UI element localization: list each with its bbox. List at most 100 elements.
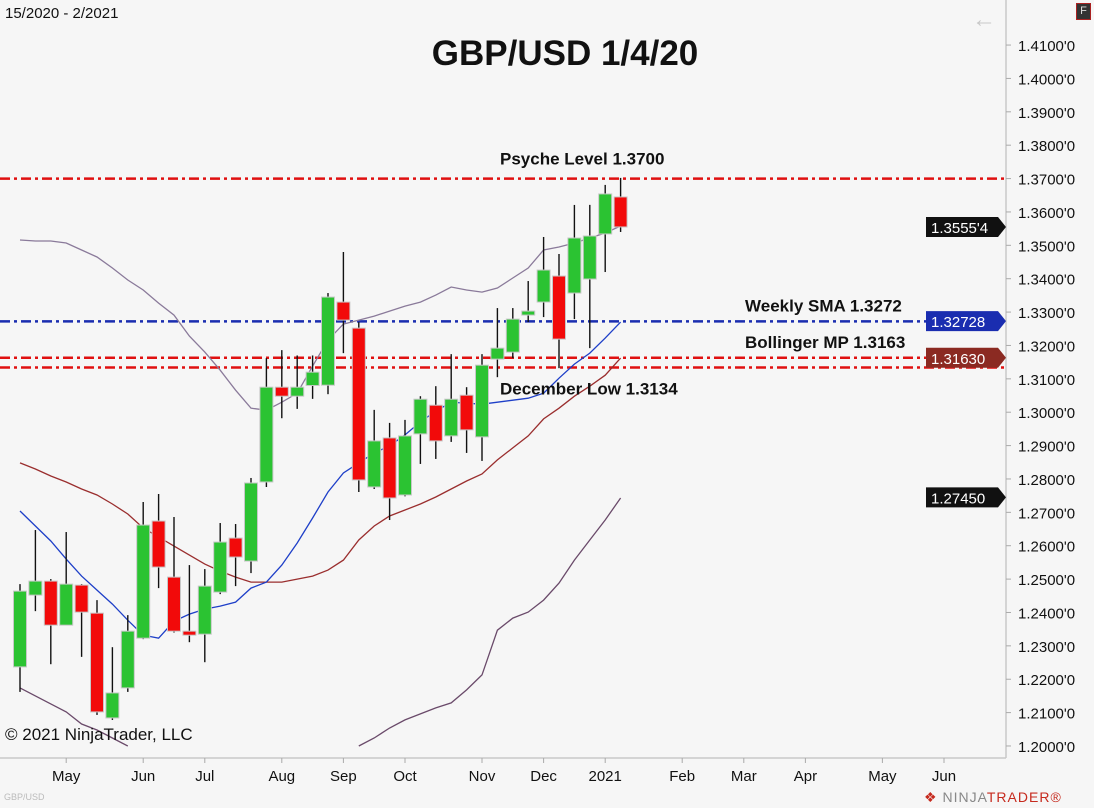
y-tick-label: 1.3700'0: [1018, 172, 1075, 189]
y-tick-label: 1.3800'0: [1018, 138, 1075, 155]
logo-suffix: TRADER: [986, 789, 1051, 805]
candle-up: [444, 398, 459, 437]
x-tick-label: May: [52, 768, 81, 785]
candle-down: [43, 580, 58, 626]
candle-up: [244, 482, 258, 562]
candle-down: [382, 437, 397, 499]
candle-up: [13, 590, 27, 668]
candle-up: [305, 371, 320, 387]
candle-down: [74, 584, 89, 613]
y-tick-label: 1.3400'0: [1018, 272, 1075, 289]
y-tick-label: 1.3900'0: [1018, 105, 1075, 122]
candle-down: [274, 386, 289, 397]
ninjatrader-logo-icon: ❖: [924, 789, 943, 805]
price-tag: [926, 216, 1006, 237]
candle-down: [552, 275, 566, 340]
y-tick-label: 1.2900'0: [1018, 439, 1075, 456]
y-tick-label: 1.4000'0: [1018, 71, 1075, 88]
candle-down: [428, 404, 443, 442]
x-tick-label: Aug: [268, 768, 295, 785]
level-label: Psyche Level 1.3700: [500, 150, 664, 169]
candle-down: [90, 612, 104, 713]
y-tick-label: 1.4100'0: [1018, 38, 1075, 55]
arrow-left-icon[interactable]: ←: [972, 6, 996, 33]
candle-up: [521, 310, 536, 316]
y-tick-label: 1.3100'0: [1018, 372, 1075, 389]
lower-band-line: [19, 497, 622, 747]
sma-line: [19, 321, 622, 639]
x-tick-label: Mar: [731, 768, 757, 785]
price-tag: [926, 487, 1006, 508]
logo-prefix: NINJA: [942, 789, 987, 805]
x-tick-label: Apr: [794, 768, 817, 785]
candle-down: [351, 327, 366, 481]
y-tick-label: 1.2300'0: [1018, 639, 1075, 656]
candle-up: [598, 193, 613, 235]
price-tag-label: 1.27450: [931, 490, 985, 507]
y-tick-label: 1.2800'0: [1018, 472, 1075, 489]
candle-up: [321, 296, 335, 386]
y-tick-label: 1.3600'0: [1018, 205, 1075, 222]
price-tag: [926, 347, 1006, 368]
chart-title: GBP/USD 1/4/20: [431, 34, 699, 73]
y-tick-label: 1.2700'0: [1018, 505, 1075, 522]
candle-up: [28, 580, 43, 596]
level-label: December Low 1.3134: [500, 379, 678, 398]
copyright-text: © 2021 NinjaTrader, LLC: [5, 725, 193, 744]
x-tick-label: Jun: [131, 768, 155, 785]
candle-down: [167, 576, 181, 632]
middle-band-line: [19, 357, 622, 583]
price-tag-label: 1.32728: [931, 314, 985, 331]
y-tick-label: 1.3500'0: [1018, 238, 1075, 255]
logo-reg: ®: [1050, 789, 1062, 805]
candle-up: [475, 364, 489, 438]
x-tick-label: 2021: [589, 768, 622, 785]
candle-up: [505, 318, 520, 353]
y-tick-label: 1.2600'0: [1018, 539, 1075, 556]
candle-down: [228, 537, 243, 558]
y-tick-label: 1.2000'0: [1018, 739, 1075, 756]
ninjatrader-logo: ❖ NINJATRADER®: [924, 789, 1062, 806]
y-tick-label: 1.2400'0: [1018, 605, 1075, 622]
x-tick-label: Dec: [530, 768, 557, 785]
candle-up: [213, 541, 228, 593]
x-tick-label: Sep: [330, 768, 357, 785]
candle-up: [398, 435, 412, 496]
candle-up: [290, 386, 305, 397]
x-tick-label: Jul: [195, 768, 214, 785]
price-tag-label: 1.31630: [931, 351, 985, 368]
candle-up: [105, 692, 120, 719]
y-tick-label: 1.2500'0: [1018, 572, 1075, 589]
x-tick-label: Feb: [669, 768, 695, 785]
candle-up: [259, 386, 274, 483]
candle-up: [536, 269, 551, 303]
price-tag-label: 1.3555'4: [931, 220, 988, 237]
x-tick-label: May: [868, 768, 897, 785]
candle-down: [459, 394, 474, 431]
level-label: Bollinger MP 1.3163: [745, 333, 905, 352]
instrument-label: GBP/USD: [4, 792, 45, 802]
candle-up: [367, 440, 382, 488]
x-tick-label: Oct: [393, 768, 417, 785]
candle-up: [413, 398, 428, 435]
upper-band-line: [19, 225, 621, 411]
y-tick-label: 1.2100'0: [1018, 706, 1075, 723]
price-tag: [926, 311, 1006, 332]
candle-down: [182, 630, 197, 636]
y-tick-label: 1.3000'0: [1018, 405, 1075, 422]
candle-up: [567, 237, 582, 294]
candle-up: [59, 583, 74, 626]
candle-up: [582, 235, 597, 280]
candle-down: [613, 196, 628, 228]
f-badge[interactable]: F: [1076, 3, 1091, 20]
candle-up: [197, 585, 212, 635]
candle-down: [151, 520, 166, 568]
candle-up: [490, 347, 505, 360]
candle-down: [336, 301, 351, 321]
date-range-label: 15/2020 - 2/2021: [5, 5, 119, 22]
candle-up: [120, 630, 135, 689]
y-tick-label: 1.3300'0: [1018, 305, 1075, 322]
x-tick-label: Nov: [469, 768, 496, 785]
candle-up: [136, 524, 151, 639]
